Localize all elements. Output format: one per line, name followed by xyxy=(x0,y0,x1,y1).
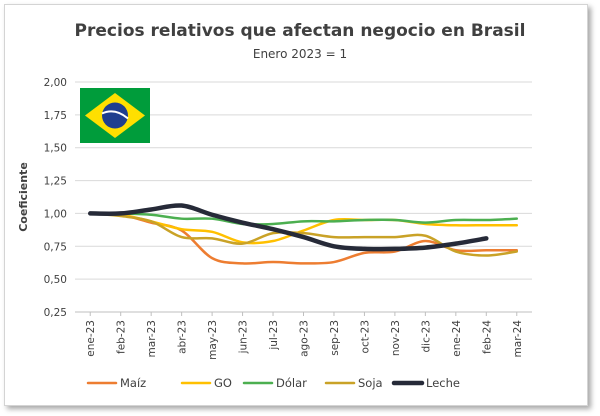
y-axis-label: Coeficiente xyxy=(17,162,30,232)
y-tick-label: 1,75 xyxy=(44,110,67,122)
flag-band xyxy=(101,110,129,120)
x-tick-label: mar-23 xyxy=(146,320,158,357)
legend-label: Soja xyxy=(358,376,383,390)
legend-label: Leche xyxy=(426,376,460,390)
x-tick-label: oct-23 xyxy=(359,320,371,353)
y-tick-label: 1,00 xyxy=(44,208,67,220)
legend-label: Dólar xyxy=(276,376,307,390)
x-tick-label: nov-23 xyxy=(390,320,402,356)
series-line-go xyxy=(88,212,519,245)
legend: Maíz GO Dólar Soja Leche xyxy=(86,376,460,390)
x-tick-label: jul-23 xyxy=(268,320,280,351)
series-lines xyxy=(87,203,519,265)
brazil-flag xyxy=(80,88,150,143)
x-tick-label: ago-23 xyxy=(299,320,311,357)
x-tick-label: dic-23 xyxy=(420,320,432,353)
x-tick-label: ene-24 xyxy=(451,320,463,357)
legend-label: GO xyxy=(214,376,232,390)
chart-subtitle: Enero 2023 = 1 xyxy=(252,47,348,61)
series-line-leche xyxy=(87,203,489,252)
y-tick-label: 2,00 xyxy=(44,77,67,89)
x-tick-label: feb-24 xyxy=(481,320,493,354)
x-tick-label: ene-23 xyxy=(85,320,97,357)
y-tick-label: 0,50 xyxy=(44,274,67,286)
y-tick-label: 0,25 xyxy=(44,307,67,319)
y-tick-label: 1,50 xyxy=(44,143,67,155)
axes: 0,25 0,50 0,75 1,00 1,25 1,50 1,75 2,00 ene-23 fe… xyxy=(17,77,524,360)
x-tick-label: mar-24 xyxy=(512,320,524,358)
x-tick-label: feb-23 xyxy=(116,320,128,354)
x-tick-label: jun-23 xyxy=(238,320,250,354)
y-tick-label: 1,25 xyxy=(44,176,67,188)
chart-frame xyxy=(4,4,588,406)
x-tick-label: may-23 xyxy=(207,320,219,360)
flag-globe xyxy=(102,102,128,129)
x-tick-label: sep-23 xyxy=(329,320,341,356)
series-line-soja xyxy=(88,212,519,257)
legend-label: Maíz xyxy=(120,376,146,390)
series-line-dlar xyxy=(88,212,519,226)
x-tick-label: abr-23 xyxy=(177,320,189,354)
y-tick-label: 0,75 xyxy=(44,241,67,253)
chart-title: Precios relativos que afectan negocio en… xyxy=(74,21,526,41)
